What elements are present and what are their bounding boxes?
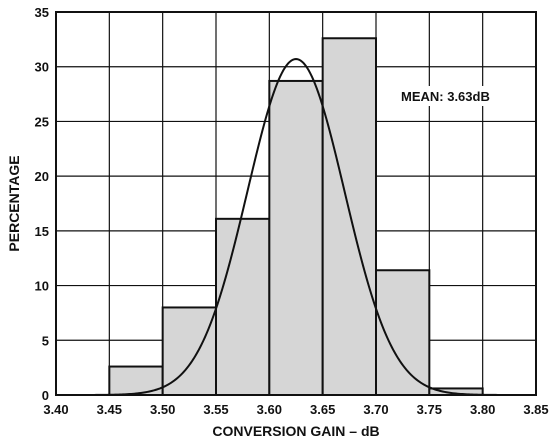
histogram-bar [215, 217, 271, 396]
y-tick-label: 35 [35, 5, 49, 20]
y-axis-title: PERCENTAGE [6, 155, 22, 251]
mean-annotation-box [396, 86, 498, 106]
histogram-bar [321, 37, 377, 397]
x-tick-label: 3.45 [97, 402, 122, 417]
y-tick-labels: 0 5 10 15 20 25 30 35 [35, 5, 49, 403]
x-tick-label: 3.85 [523, 402, 548, 417]
x-tick-label: 3.65 [310, 402, 335, 417]
y-tick-label: 0 [42, 388, 49, 403]
x-tick-label: 3.55 [203, 402, 228, 417]
histogram-bar [268, 79, 324, 396]
x-axis-title: CONVERSION GAIN – dB [212, 423, 379, 439]
y-tick-label: 20 [35, 169, 49, 184]
mean-annotation: MEAN: 3.63dB [401, 89, 490, 104]
y-tick-label: 10 [35, 279, 49, 294]
x-tick-label: 3.70 [363, 402, 388, 417]
y-tick-label: 15 [35, 224, 49, 239]
y-tick-label: 5 [42, 333, 49, 348]
normal-fit-curve [56, 58, 536, 396]
x-tick-label: 3.50 [150, 402, 175, 417]
histogram-bars [108, 37, 484, 397]
histogram-bar [161, 306, 218, 397]
plot-frame [55, 11, 537, 396]
x-tick-label: 3.40 [43, 402, 68, 417]
y-tick-label: 25 [35, 114, 49, 129]
y-tick-label: 30 [35, 60, 49, 75]
x-tick-label: 3.80 [470, 402, 495, 417]
x-tick-label: 3.60 [257, 402, 282, 417]
x-tick-label: 3.75 [417, 402, 442, 417]
x-tick-labels: 3.40 3.45 3.50 3.55 3.60 3.65 3.70 3.75 3.80 3.85 [43, 402, 548, 417]
